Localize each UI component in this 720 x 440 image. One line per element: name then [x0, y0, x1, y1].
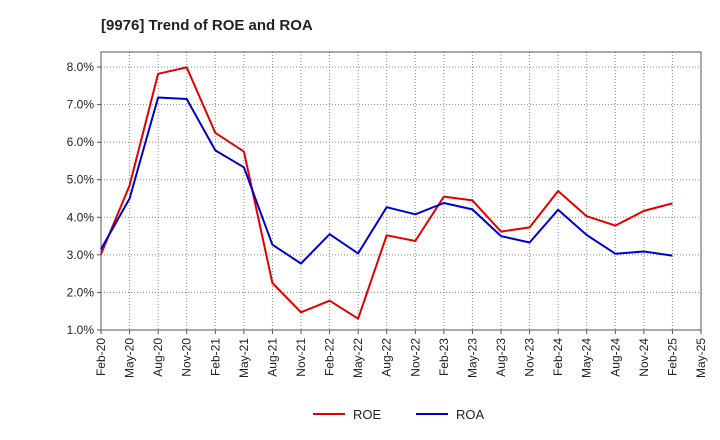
y-tick-label: 6.0% [67, 135, 95, 149]
x-tick-label: Feb-23 [437, 338, 451, 376]
x-tick-label: Aug-22 [380, 338, 394, 377]
y-tick-label: 4.0% [67, 210, 95, 224]
series-line-roa [100, 96, 673, 265]
x-tick-label: May-21 [237, 338, 251, 378]
x-tick-label: Feb-21 [208, 338, 222, 376]
x-tick-label: Aug-20 [151, 338, 165, 377]
plot-frame [100, 51, 702, 331]
y-tick-label: 1.0% [67, 323, 95, 337]
x-tick-label: Nov-21 [294, 338, 308, 377]
x-tick-label: Nov-24 [637, 338, 651, 377]
x-tick-label: May-24 [580, 338, 594, 378]
y-tick-label: 8.0% [67, 60, 95, 74]
x-tick-label: Nov-22 [408, 338, 422, 377]
x-tick-label: Aug-21 [265, 338, 279, 377]
y-tick-label: 7.0% [67, 98, 95, 112]
x-tick-label: Feb-25 [665, 338, 679, 376]
x-axis-ticks: Feb-20 May-20 Aug-20 Nov-20 Feb-21 May-21 Aug-… [94, 330, 708, 378]
y-tick-label: 5.0% [67, 173, 95, 187]
x-tick-label: Nov-20 [180, 338, 194, 377]
x-tick-label: Feb-20 [94, 338, 108, 376]
legend: ROE ROA [313, 407, 485, 422]
x-tick-label: May-25 [694, 338, 708, 378]
y-tick-label: 2.0% [67, 285, 95, 299]
x-tick-label: Aug-23 [494, 338, 508, 377]
x-tick-label: Feb-22 [323, 338, 337, 376]
legend-label-roa: ROA [456, 407, 485, 422]
y-tick-label: 3.0% [67, 248, 95, 262]
x-tick-label: May-22 [351, 338, 365, 378]
grid-lines [101, 52, 701, 331]
x-tick-label: Nov-23 [523, 338, 537, 377]
series-lines [100, 66, 673, 320]
legend-label-roe: ROE [353, 407, 382, 422]
x-tick-label: May-23 [465, 338, 479, 378]
x-tick-label: May-20 [123, 338, 137, 378]
chart-title: [9976] Trend of ROE and ROA [101, 17, 313, 34]
series-line-roe [100, 66, 673, 320]
y-axis-ticks: 1.0% 2.0% 3.0% 4.0% 5.0% 6.0% 7.0% 8.0% [67, 60, 101, 337]
x-tick-label: Aug-24 [608, 338, 622, 377]
x-tick-label: Feb-24 [551, 338, 565, 376]
